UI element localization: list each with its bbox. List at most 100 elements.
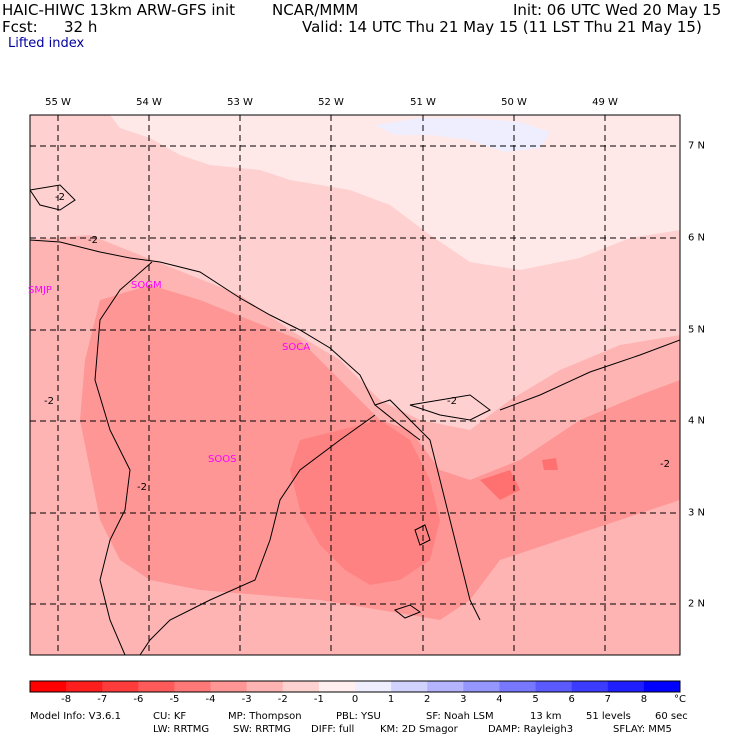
footer-resolution: 13 km [530,711,562,722]
contour-minus2-a [30,184,76,211]
lat-label-3n: 3 N [688,507,706,519]
model-title: HAIC-HIWC 13km ARW-GFS init [2,1,236,19]
station-soca: SOCA [282,342,310,353]
coastline [30,239,481,621]
lon-label-49w: 49 W [592,97,618,108]
lon-label-52w: 52 W [318,97,344,108]
contour-minus4-b [393,604,422,619]
colorbar-tick-label: -4 [205,694,216,705]
colorbar-tick-label: -3 [241,694,252,705]
colorbar-swatch [427,681,464,692]
lon-label-53w: 53 W [227,97,253,108]
footer-model-info: Model Info: V3.6.1 [30,711,121,722]
field-name: Lifted index [8,36,85,51]
border-suriname-fguiana-south [139,414,376,655]
colorbar-tick-label: 7 [604,694,611,705]
field-positive-patch [375,118,550,152]
lat-label-5n: 5 N [688,324,706,336]
colorbar-tick-label: -5 [169,694,180,705]
footer-levels: 51 levels [586,711,631,722]
lat-label-7n: 7 N [688,140,706,152]
colorbar [29,680,681,693]
lon-label-50w: 50 W [501,97,527,108]
lat-label-4n: 4 N [688,415,706,427]
colorbar-swatch [282,681,320,692]
footer-km: KM: 2D Smagor [380,724,458,735]
forecast-hour: 32 h [64,18,98,36]
colorbar-tick-label: 8 [640,694,648,705]
shaded-field [30,115,680,655]
colorbar-swatch [30,681,67,692]
contour-minus2-c [499,339,680,411]
footer-damp: DAMP: Rayleigh3 [488,724,574,735]
colorbar-swatch [318,681,356,692]
station-sogm: SOGM [131,280,162,291]
contour-minus4-a [414,524,431,546]
colorbar-tick-label: 3 [460,694,467,705]
colorbar-swatch [210,681,248,692]
contour-minus2-b [409,394,491,421]
colorbar-tick-label: 0 [351,694,359,705]
colorbar-swatch [174,681,212,692]
colorbar-swatch [499,681,537,692]
org-label: NCAR/MMM [272,1,359,19]
colorbar-swatch [66,681,103,692]
footer-sf: SF: Noah LSM [426,711,494,722]
colorbar-tick-label: 1 [387,694,395,705]
colorbar-swatch [391,681,428,692]
field-minus4-pocket [480,470,520,500]
footer-sflay: SFLAY: MM5 [613,724,672,735]
field-near-zero [110,115,680,270]
station-smjp: SMJP [28,285,52,296]
colorbar-swatch [463,681,500,692]
colorbar-swatch [607,681,645,692]
graticule [30,115,680,655]
colorbar-tick-label: 4 [496,694,503,705]
contour-label: -2 [660,459,670,470]
border-river [374,404,421,441]
colorbar-tick-label: 5 [532,694,539,705]
colorbar-tick-label: -8 [61,694,72,705]
field-minus4-core [290,420,440,585]
contour-label: -2 [137,482,147,493]
footer-cu: CU: KF [153,711,187,722]
forecast-label: Fcst: [2,18,38,36]
colorbar-unit: °C [674,694,686,705]
border-suriname-guyana [94,261,153,655]
lon-label-54w: 54 W [136,97,162,108]
lon-label-55w: 55 W [45,97,71,108]
field-minus4-pocket-2 [542,458,558,470]
valid-time: Valid: 14 UTC Thu 21 May 15 (11 LST Thu … [302,18,702,36]
contour-label: -2 [55,192,65,203]
colorbar-swatch [355,681,392,692]
lat-label-2n: 2 N [688,598,706,610]
coastline-borders [30,184,680,655]
colorbar-tick-label: 2 [424,694,431,705]
colorbar-swatch [246,681,284,692]
colorbar-tick-label: -6 [133,694,144,705]
lat-label-6n: 6 N [688,232,706,244]
colorbar-swatch [138,681,175,692]
colorbar-frame [29,680,681,693]
footer-diff: DIFF: full [311,724,355,735]
map-frame [29,114,681,656]
colorbar-tick-label: -2 [277,694,288,705]
contour-label: -2 [88,235,98,246]
colorbar-swatch [535,681,573,692]
footer-lw: LW: RRTMG [153,724,210,735]
colorbar-swatch [102,681,139,692]
station-soos: SOOS [208,454,236,465]
lon-label-51w: 51 W [410,97,436,108]
contour-label: -2 [44,396,54,407]
init-time: Init: 06 UTC Wed 20 May 15 [513,1,722,19]
footer-pbl: PBL: YSU [336,711,381,722]
footer-timestep: 60 sec [655,711,688,722]
colorbar-tick-label: 6 [568,694,575,705]
footer-sw: SW: RRTMG [233,724,291,735]
colorbar-tick-label: -7 [97,694,108,705]
footer-mp: MP: Thompson [228,711,302,722]
contour-label: -2 [447,396,457,407]
colorbar-tick-label: -1 [313,694,324,705]
colorbar-swatch [571,681,609,692]
